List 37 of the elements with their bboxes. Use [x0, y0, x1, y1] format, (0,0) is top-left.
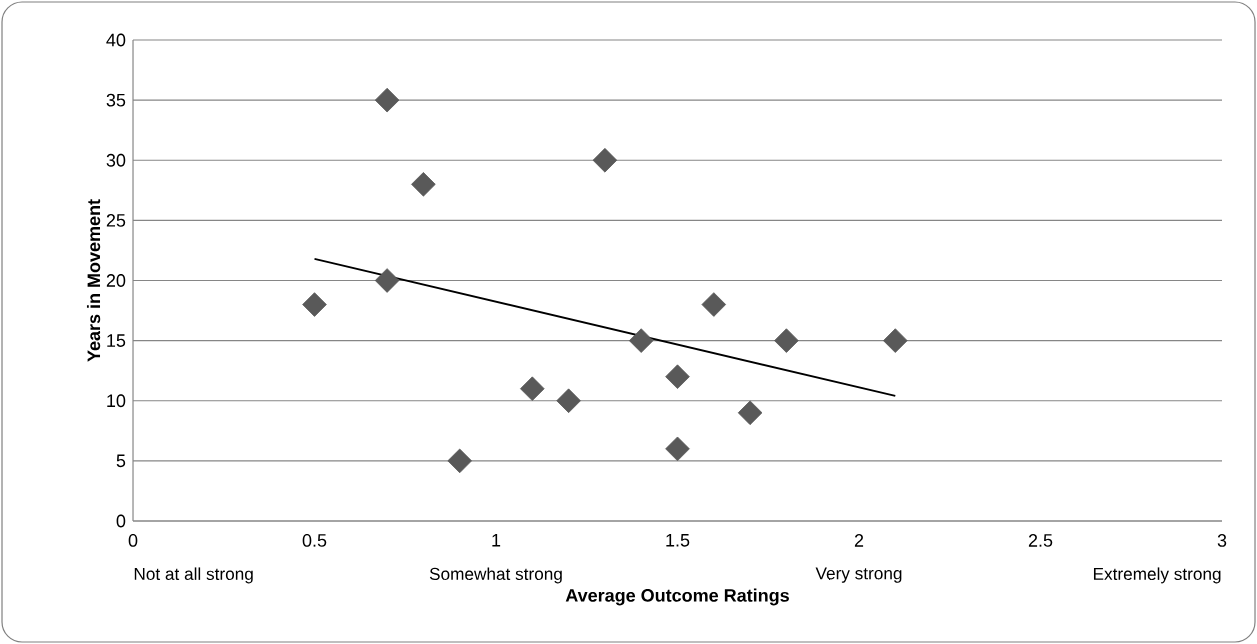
y-tick-label: 40: [106, 33, 126, 47]
point: [520, 376, 545, 401]
y-tick-label: 35: [106, 93, 126, 107]
point: [665, 364, 690, 389]
text: Very strong: [815, 567, 902, 583]
point: [556, 388, 581, 414]
text: Not at all strong: [134, 567, 253, 584]
y-axis-title: Years in Movement: [86, 199, 101, 362]
y-tick-label: 30: [106, 153, 126, 167]
x-tick-label: 1: [492, 534, 501, 547]
point: [883, 328, 908, 353]
y-tick-label: 0: [116, 514, 126, 528]
x-tick-label: 1.5: [666, 534, 690, 547]
text: Extremely strong: [1093, 567, 1221, 584]
x-tick-label: 0.5: [302, 534, 327, 547]
point: [665, 436, 690, 462]
point: [411, 172, 436, 197]
point: [701, 292, 727, 317]
point: [592, 147, 618, 173]
y-tick-label: 25: [106, 214, 126, 227]
x-tick-label: 2: [854, 534, 864, 547]
point: [628, 328, 654, 353]
x-axis-title: Average Outcome Ratings: [565, 588, 789, 606]
point: [302, 292, 327, 317]
y-tick-label: 20: [106, 274, 126, 287]
point: [374, 87, 400, 113]
y-tick-label: 10: [107, 394, 126, 408]
point: [774, 328, 799, 353]
point: [737, 400, 763, 426]
y-tick-label: 15: [107, 334, 126, 347]
x-tick-label: 2.5: [1028, 534, 1053, 547]
text: Somewhat strong: [429, 567, 562, 584]
x-tick-label: 3: [1217, 534, 1227, 547]
point: [447, 448, 472, 474]
x-tick-label: 0: [128, 534, 138, 547]
y-tick-label: 5: [116, 454, 126, 468]
point: [374, 268, 400, 293]
